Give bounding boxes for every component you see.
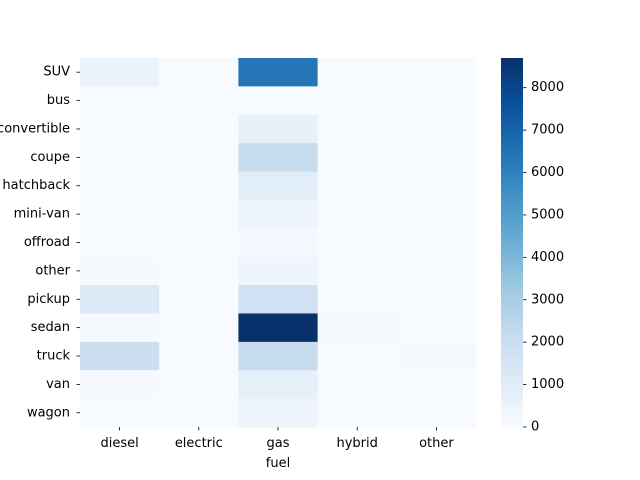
colorbar-tick-label: 5000 xyxy=(531,207,564,222)
heatmap-cell-SUV-hybrid xyxy=(317,58,398,87)
x-axis-label: fuel xyxy=(266,456,290,471)
heatmap-cell-sedan-electric xyxy=(159,313,239,343)
heatmap-cell-pickup-diesel xyxy=(80,285,160,314)
colorbar-tick-label: 2000 xyxy=(531,335,564,350)
heatmap-cell-other-electric xyxy=(159,256,239,286)
heatmap-cell-offroad-diesel xyxy=(80,228,160,258)
heatmap-cell-truck-hybrid xyxy=(317,341,398,371)
heatmap-cell-coupe-other xyxy=(396,143,477,173)
heatmap-cell-truck-diesel xyxy=(80,341,160,371)
colorbar-tick-label: 1000 xyxy=(531,377,564,392)
heatmap-cell-mini-van-hybrid xyxy=(317,199,398,229)
heatmap-cell-bus-other xyxy=(396,86,477,116)
heatmap-cell-coupe-hybrid xyxy=(317,143,398,173)
heatmap-cell-pickup-electric xyxy=(159,285,239,314)
heatmap-cells xyxy=(80,58,477,428)
heatmap-cell-sedan-diesel xyxy=(80,313,160,343)
colorbar-tick-label: 7000 xyxy=(531,123,564,138)
heatmap-cell-convertible-hybrid xyxy=(317,114,398,144)
heatmap-cell-coupe-electric xyxy=(159,143,239,173)
heatmap-cell-hatchback-electric xyxy=(159,171,239,201)
y-tick-label: hatchback xyxy=(2,178,70,193)
heatmap-cell-wagon-gas xyxy=(238,398,319,428)
y-tick-label: offroad xyxy=(24,235,70,250)
heatmap-cell-truck-gas xyxy=(238,341,319,371)
heatmap-cell-hatchback-gas xyxy=(238,171,319,201)
x-axis: diesel electric gas hybrid other xyxy=(100,427,454,451)
heatmap-cell-pickup-hybrid xyxy=(317,285,398,314)
heatmap-cell-van-hybrid xyxy=(317,370,398,400)
heatmap-cell-bus-hybrid xyxy=(317,86,398,116)
heatmap-cell-truck-electric xyxy=(159,341,239,371)
heatmap-cell-convertible-other xyxy=(396,114,477,144)
heatmap-cell-hatchback-hybrid xyxy=(317,171,398,201)
y-tick-label: van xyxy=(46,377,70,392)
heatmap-cell-pickup-gas xyxy=(238,285,319,314)
x-tick-label: other xyxy=(419,436,454,451)
heatmap-cell-convertible-electric xyxy=(159,114,239,144)
heatmap-cell-wagon-diesel xyxy=(80,398,160,428)
heatmap-cell-other-gas xyxy=(238,256,319,286)
heatmap-cell-convertible-diesel xyxy=(80,114,160,144)
heatmap-cell-sedan-gas xyxy=(238,313,319,343)
heatmap-cell-mini-van-gas xyxy=(238,199,319,229)
colorbar xyxy=(501,58,523,427)
heatmap-cell-pickup-other xyxy=(396,285,477,314)
heatmap-cell-van-diesel xyxy=(80,370,160,400)
heatmap-cell-other-hybrid xyxy=(317,256,398,286)
x-tick-label: gas xyxy=(267,436,290,451)
y-tick-label: convertible xyxy=(0,121,70,136)
colorbar-tick-label: 6000 xyxy=(531,165,564,180)
y-tick-label: other xyxy=(35,263,70,278)
heatmap-cell-wagon-electric xyxy=(159,398,239,428)
heatmap-cell-truck-other xyxy=(396,341,477,371)
heatmap-cell-coupe-diesel xyxy=(80,143,160,173)
colorbar-tick-label: 4000 xyxy=(531,250,564,265)
y-tick-label: pickup xyxy=(27,292,70,307)
heatmap-cell-SUV-gas xyxy=(238,58,319,87)
y-tick-label: bus xyxy=(47,93,70,108)
heatmap-cell-mini-van-electric xyxy=(159,199,239,229)
x-tick-label: electric xyxy=(175,436,223,451)
y-tick-label: mini-van xyxy=(14,207,70,222)
heatmap-cell-van-electric xyxy=(159,370,239,400)
heatmap-cell-offroad-other xyxy=(396,228,477,258)
y-tick-label: truck xyxy=(37,349,71,364)
y-tick-label: coupe xyxy=(30,150,70,165)
heatmap-cell-SUV-electric xyxy=(159,58,239,87)
heatmap-cell-other-other xyxy=(396,256,477,286)
heatmap-cell-van-gas xyxy=(238,370,319,400)
heatmap-cell-SUV-diesel xyxy=(80,58,160,87)
y-tick-label: wagon xyxy=(27,405,70,420)
heatmap-cell-coupe-gas xyxy=(238,143,319,173)
heatmap-cell-convertible-gas xyxy=(238,114,319,144)
heatmap-cell-offroad-gas xyxy=(238,228,319,258)
heatmap-cell-hatchback-diesel xyxy=(80,171,160,201)
heatmap-cell-bus-electric xyxy=(159,86,239,116)
x-tick-label: diesel xyxy=(100,436,138,451)
x-tick-label: hybrid xyxy=(336,436,377,451)
heatmap-cell-mini-van-diesel xyxy=(80,199,160,229)
heatmap-cell-bus-gas xyxy=(238,86,319,116)
heatmap-cell-wagon-other xyxy=(396,398,477,428)
colorbar-tick-label: 0 xyxy=(531,420,539,435)
heatmap-cell-SUV-other xyxy=(396,58,477,87)
heatmap-cell-bus-diesel xyxy=(80,86,160,116)
heatmap-cell-van-other xyxy=(396,370,477,400)
y-tick-label: sedan xyxy=(31,320,70,335)
heatmap-cell-offroad-hybrid xyxy=(317,228,398,258)
y-axis: SUV bus convertible coupe hatchback mini-van o… xyxy=(0,65,80,420)
colorbar-tick-label: 8000 xyxy=(531,80,564,95)
heatmap-cell-other-diesel xyxy=(80,256,160,286)
heatmap-cell-wagon-hybrid xyxy=(317,398,398,428)
heatmap-cell-mini-van-other xyxy=(396,199,477,229)
heatmap-cell-sedan-other xyxy=(396,313,477,343)
colorbar-tick-label: 3000 xyxy=(531,292,564,307)
heatmap-cell-offroad-electric xyxy=(159,228,239,258)
y-tick-label: SUV xyxy=(43,65,70,80)
colorbar-ticks: 0 1000 2000 3000 4000 5000 6000 7000 8000 xyxy=(523,80,564,435)
heatmap-cell-sedan-hybrid xyxy=(317,313,398,343)
heatmap-cell-hatchback-other xyxy=(396,171,477,201)
